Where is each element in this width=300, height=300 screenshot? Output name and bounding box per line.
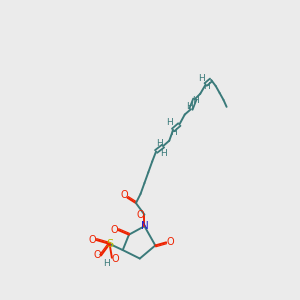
Text: O: O	[137, 210, 144, 220]
Text: O: O	[89, 235, 96, 245]
Text: O: O	[112, 254, 120, 263]
Text: H: H	[166, 118, 172, 127]
Text: H: H	[203, 82, 210, 91]
Text: O: O	[110, 225, 118, 235]
Text: O: O	[121, 190, 128, 200]
Text: H: H	[103, 259, 110, 268]
Text: H: H	[186, 102, 193, 111]
Text: H: H	[198, 74, 205, 83]
Text: N: N	[141, 221, 148, 231]
Text: H: H	[192, 96, 199, 105]
Text: S: S	[106, 239, 113, 249]
Text: O: O	[93, 250, 101, 260]
Text: O: O	[166, 237, 174, 248]
Text: H: H	[170, 128, 177, 137]
Text: H: H	[160, 148, 167, 158]
Text: H: H	[157, 139, 163, 148]
